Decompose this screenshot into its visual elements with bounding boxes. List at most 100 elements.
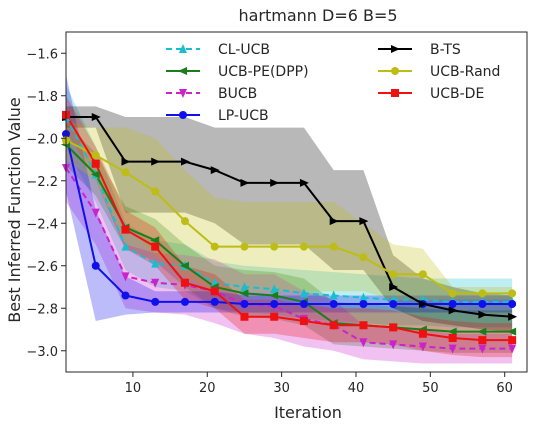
ucb-rand-point	[121, 168, 130, 177]
b-ts-point	[121, 157, 131, 166]
ucb-rand-point	[240, 242, 249, 251]
b-ts-point	[210, 166, 220, 175]
lp-ucb-line	[65, 133, 513, 305]
bucb-point	[508, 344, 517, 354]
ucb-rand-point	[210, 242, 219, 251]
lp-ucb-point	[121, 291, 130, 300]
b-ts-point	[359, 217, 369, 226]
b-ts-point	[299, 178, 309, 187]
b-ts-point	[91, 113, 101, 121]
bucb-point	[151, 278, 160, 288]
ucb-pe-dpp-legend-label: UCB-PE(DPP)	[218, 64, 309, 80]
b-ts-point	[270, 178, 280, 187]
b-ts-point	[448, 306, 458, 315]
lp-ucb-point	[508, 300, 517, 308]
ucb-de-point	[418, 329, 427, 338]
b-ts-legend-marker	[391, 45, 400, 53]
ucb-de-line	[65, 114, 513, 342]
ucb-pe-dpp-legend-marker	[178, 67, 187, 75]
x-tick-label: 60	[496, 381, 513, 396]
ucb-rand-point	[91, 151, 100, 160]
b-ts-point	[151, 157, 161, 166]
b-ts-point	[418, 300, 428, 308]
ucb-rand-point	[359, 253, 368, 262]
bucb-point	[478, 344, 487, 354]
ucb-de-legend-label: UCB-DE	[430, 86, 484, 102]
ucb-pe-dpp-point	[447, 327, 457, 336]
ucb-de-point	[508, 336, 517, 345]
lp-ucb-point	[210, 297, 219, 306]
b-ts-point	[180, 157, 190, 166]
cl-ucb-legend-marker	[179, 44, 187, 53]
lp-ucb-point	[389, 300, 398, 308]
lp-ucb-point	[180, 297, 189, 306]
ucb-rand-point	[478, 289, 487, 298]
x-axis-label: Iteration	[274, 403, 342, 422]
x-tick-label: 10	[125, 381, 142, 396]
b-ts-point	[329, 217, 339, 226]
ucb-rand-point	[299, 242, 308, 251]
bucb-point	[91, 208, 100, 218]
b-ts-legend-label: B-TS	[430, 42, 461, 58]
ucb-pe-dpp-point	[150, 236, 160, 245]
ucb-de-point	[448, 334, 457, 342]
lp-ucb-legend-label: LP-UCB	[218, 108, 269, 124]
ucb-pe-dpp-point	[239, 289, 249, 298]
ucb-de-point	[389, 323, 398, 332]
ucb-de-point	[210, 287, 219, 296]
ucb-de-point	[270, 312, 279, 321]
ucb-de-point	[121, 225, 130, 234]
x-tick-label: 50	[422, 381, 439, 396]
ucb-de-point	[180, 278, 189, 287]
b-ts-band	[66, 106, 513, 332]
x-tick-label: 40	[348, 381, 365, 396]
lp-ucb-point	[478, 300, 487, 308]
ucb-rand-point	[389, 270, 398, 279]
ucb-pe-dpp-point	[507, 327, 517, 336]
ucb-rand-point	[151, 187, 160, 196]
lp-ucb-point	[299, 300, 308, 308]
ucb-pe-dpp-point	[179, 261, 189, 270]
cl-ucb-point	[359, 292, 368, 302]
ucb-de-point	[329, 321, 338, 330]
y-tick-label: −2.6	[26, 260, 58, 275]
bucb-line	[65, 167, 513, 350]
y-tick-label: −2.8	[26, 302, 58, 317]
ucb-rand-point	[448, 289, 457, 298]
ucb-pe-dpp-line	[65, 143, 513, 333]
lp-ucb-point	[448, 300, 457, 308]
bucb-point	[359, 338, 368, 348]
lp-ucb-point	[151, 297, 160, 306]
ucb-de-point	[151, 242, 160, 251]
ucb-de-point	[91, 159, 100, 168]
ucb-de-point	[299, 317, 308, 325]
b-ts-point	[389, 283, 399, 291]
y-tick-label: −2.2	[26, 175, 58, 190]
bucb-point	[448, 344, 457, 354]
bucb-legend-label: BUCB	[218, 86, 257, 102]
ucb-rand-point	[270, 242, 279, 251]
ucb-rand-point	[508, 289, 517, 298]
x-tick-label: 30	[273, 381, 290, 396]
y-tick-label: −3.0	[26, 345, 58, 360]
cl-ucb-point	[240, 282, 249, 291]
ucb-pe-dpp-point	[269, 291, 279, 300]
confidence-bands	[66, 74, 513, 364]
lp-ucb-point	[359, 300, 368, 308]
y-tick-label: −2.4	[26, 217, 58, 232]
ucb-de-point	[478, 336, 487, 345]
ucb-rand-band	[66, 121, 513, 300]
legend: CL-UCB UCB-PE(DPP) BUCB LP-UCB B-TS UCB-Rand U…	[166, 42, 500, 124]
bucb-point	[418, 342, 427, 352]
cl-ucb-point	[121, 241, 130, 251]
lp-ucb-point	[240, 300, 249, 308]
bucb-point	[389, 340, 398, 350]
y-axis: −1.6 −1.8 −2.0 −2.2 −2.4 −2.6 −2.8 −3.0	[26, 47, 66, 360]
lp-ucb-band	[66, 74, 513, 321]
ucb-pe-dpp-point	[90, 170, 100, 179]
series-lines	[65, 114, 513, 350]
ucb-rand-point	[329, 242, 338, 251]
lp-ucb-point	[270, 300, 279, 308]
lp-ucb-point	[329, 300, 338, 308]
